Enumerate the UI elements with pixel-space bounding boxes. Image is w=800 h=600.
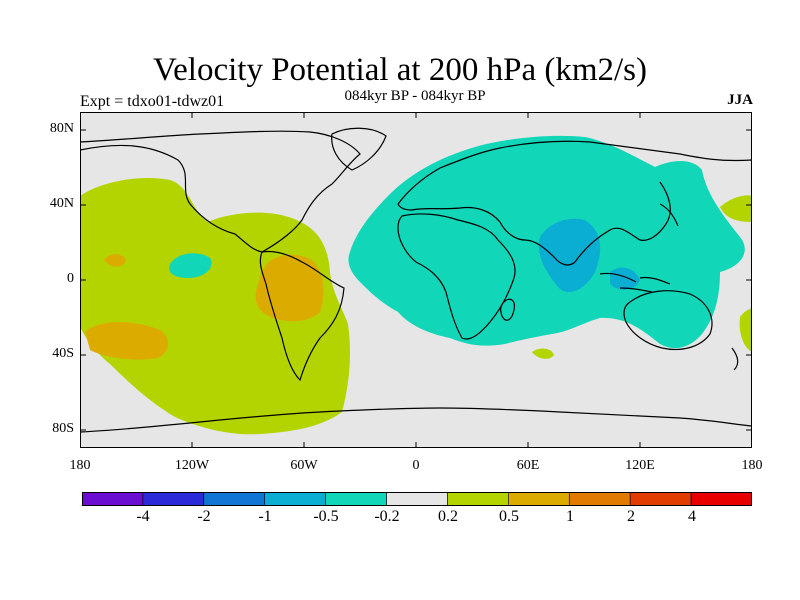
positive-region-east-edge-south — [739, 308, 752, 352]
color-bar-cell-6 — [447, 492, 509, 506]
color-bar-cell-9 — [629, 492, 692, 506]
moderate-negative-south-asia — [538, 218, 601, 293]
legend-label-neg4: -4 — [136, 508, 150, 525]
color-bar-cell-10 — [690, 492, 752, 506]
positive-region-pacific-america — [80, 177, 350, 435]
lat-label-80n: 80N — [49, 121, 74, 136]
coastlines — [80, 127, 752, 433]
moderate-positive-south-pacific — [85, 322, 169, 360]
negative-region-tropical-pacific — [169, 253, 212, 278]
legend-label-pos2: 2 — [627, 508, 635, 525]
coast-indonesia — [599, 272, 671, 293]
coast-australia — [623, 290, 713, 351]
lon-label-180-east: 180 — [741, 458, 763, 473]
lat-label-40s: 40S — [52, 346, 74, 361]
color-bar-cell-0 — [82, 492, 144, 506]
lon-label-60w: 60W — [290, 458, 318, 473]
color-bar-cell-8 — [568, 492, 631, 506]
color-bar-frame — [82, 492, 752, 506]
color-bar-cells — [82, 492, 752, 506]
coast-north-america — [80, 130, 361, 253]
lon-label-0: 0 — [412, 458, 420, 473]
color-bar-cell-5 — [386, 492, 448, 506]
legend-label-neg2: -2 — [197, 508, 211, 525]
lon-label-120w: 120W — [174, 458, 210, 473]
positive-region-east-edge — [720, 195, 752, 222]
moderate-negative-west-pacific — [610, 267, 640, 290]
coast-south-america — [259, 250, 345, 382]
map-subtitle: 084kyr BP - 084kyr BP — [344, 88, 486, 104]
coast-madagascar — [500, 298, 515, 321]
lon-label-60e: 60E — [516, 458, 540, 473]
lat-label-40n: 40N — [49, 196, 74, 211]
color-bar-cell-2 — [203, 492, 266, 506]
legend-label-pos4: 4 — [688, 508, 696, 525]
lat-label-80s: 80S — [52, 421, 74, 436]
moderate-positive-east-pacific — [104, 254, 126, 267]
coast-europe-asia — [397, 140, 752, 266]
color-bar-cell-1 — [142, 492, 205, 506]
color-bar-cell-3 — [264, 492, 326, 506]
coast-new-zealand — [731, 347, 739, 371]
lon-label-180-west: 180 — [69, 458, 91, 473]
coast-antarctica — [80, 407, 752, 433]
axis-ticks — [80, 112, 752, 448]
experiment-label: Expt = tdxo01-tdwz01 — [80, 93, 225, 110]
lon-label-120e: 120E — [625, 458, 655, 473]
legend-label-pos02: 0.2 — [438, 508, 458, 525]
color-bar — [82, 492, 752, 506]
lat-label-equator: 0 — [67, 271, 74, 286]
coast-africa — [397, 213, 516, 340]
coast-japan — [659, 203, 679, 227]
season-label: JJA — [727, 92, 753, 108]
legend-label-neg05: -0.5 — [313, 508, 339, 525]
color-bar-cell-7 — [508, 492, 570, 506]
legend-label-pos1: 1 — [566, 508, 574, 525]
legend-label-neg1: -1 — [258, 508, 272, 525]
map-title: Velocity Potential at 200 hPa (km2/s) — [152, 52, 648, 88]
coast-greenland — [331, 127, 387, 171]
map-panel — [80, 112, 752, 448]
moderate-positive-south-america — [255, 254, 324, 322]
legend-label-neg02: -0.2 — [374, 508, 400, 525]
legend-label-pos05: 0.5 — [499, 508, 519, 525]
positive-region-southern-africa — [532, 348, 554, 359]
color-bar-cell-4 — [325, 492, 387, 506]
map-svg — [80, 112, 752, 448]
